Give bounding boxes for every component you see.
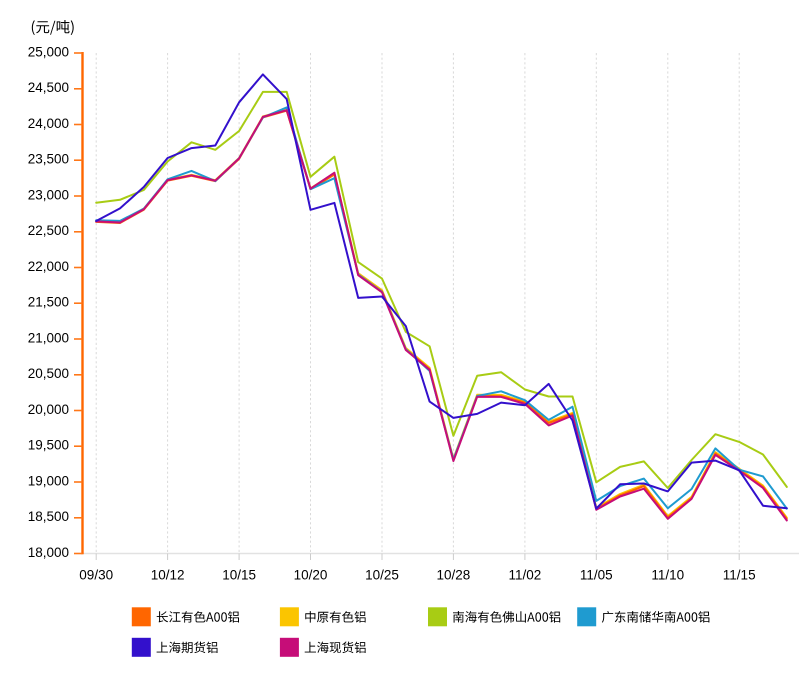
svg-text:19,000: 19,000: [28, 473, 69, 488]
svg-text:18,500: 18,500: [28, 509, 69, 524]
svg-text:24,000: 24,000: [28, 116, 69, 131]
svg-text:10/25: 10/25: [365, 568, 399, 583]
svg-text:10/15: 10/15: [222, 568, 256, 583]
svg-text:19,500: 19,500: [28, 438, 69, 453]
svg-text:22,500: 22,500: [28, 223, 69, 238]
svg-text:20,500: 20,500: [28, 366, 69, 381]
svg-text:18,000: 18,000: [28, 545, 69, 560]
svg-text:09/30: 09/30: [79, 568, 113, 583]
svg-text:21,500: 21,500: [28, 295, 69, 310]
svg-text:11/05: 11/05: [580, 568, 613, 583]
svg-text:20,000: 20,000: [28, 402, 69, 417]
svg-text:25,000: 25,000: [28, 44, 69, 59]
svg-text:10/20: 10/20: [294, 568, 328, 583]
svg-text:21,000: 21,000: [28, 330, 69, 345]
svg-text:11/10: 11/10: [651, 568, 684, 583]
svg-text:10/28: 10/28: [437, 568, 471, 583]
svg-text:23,500: 23,500: [28, 152, 69, 167]
svg-text:10/12: 10/12: [151, 568, 185, 583]
svg-text:24,500: 24,500: [28, 80, 69, 95]
svg-text:23,000: 23,000: [28, 187, 69, 202]
svg-text:22,000: 22,000: [28, 259, 69, 274]
svg-text:11/15: 11/15: [723, 568, 756, 583]
svg-text:11/02: 11/02: [509, 568, 542, 583]
